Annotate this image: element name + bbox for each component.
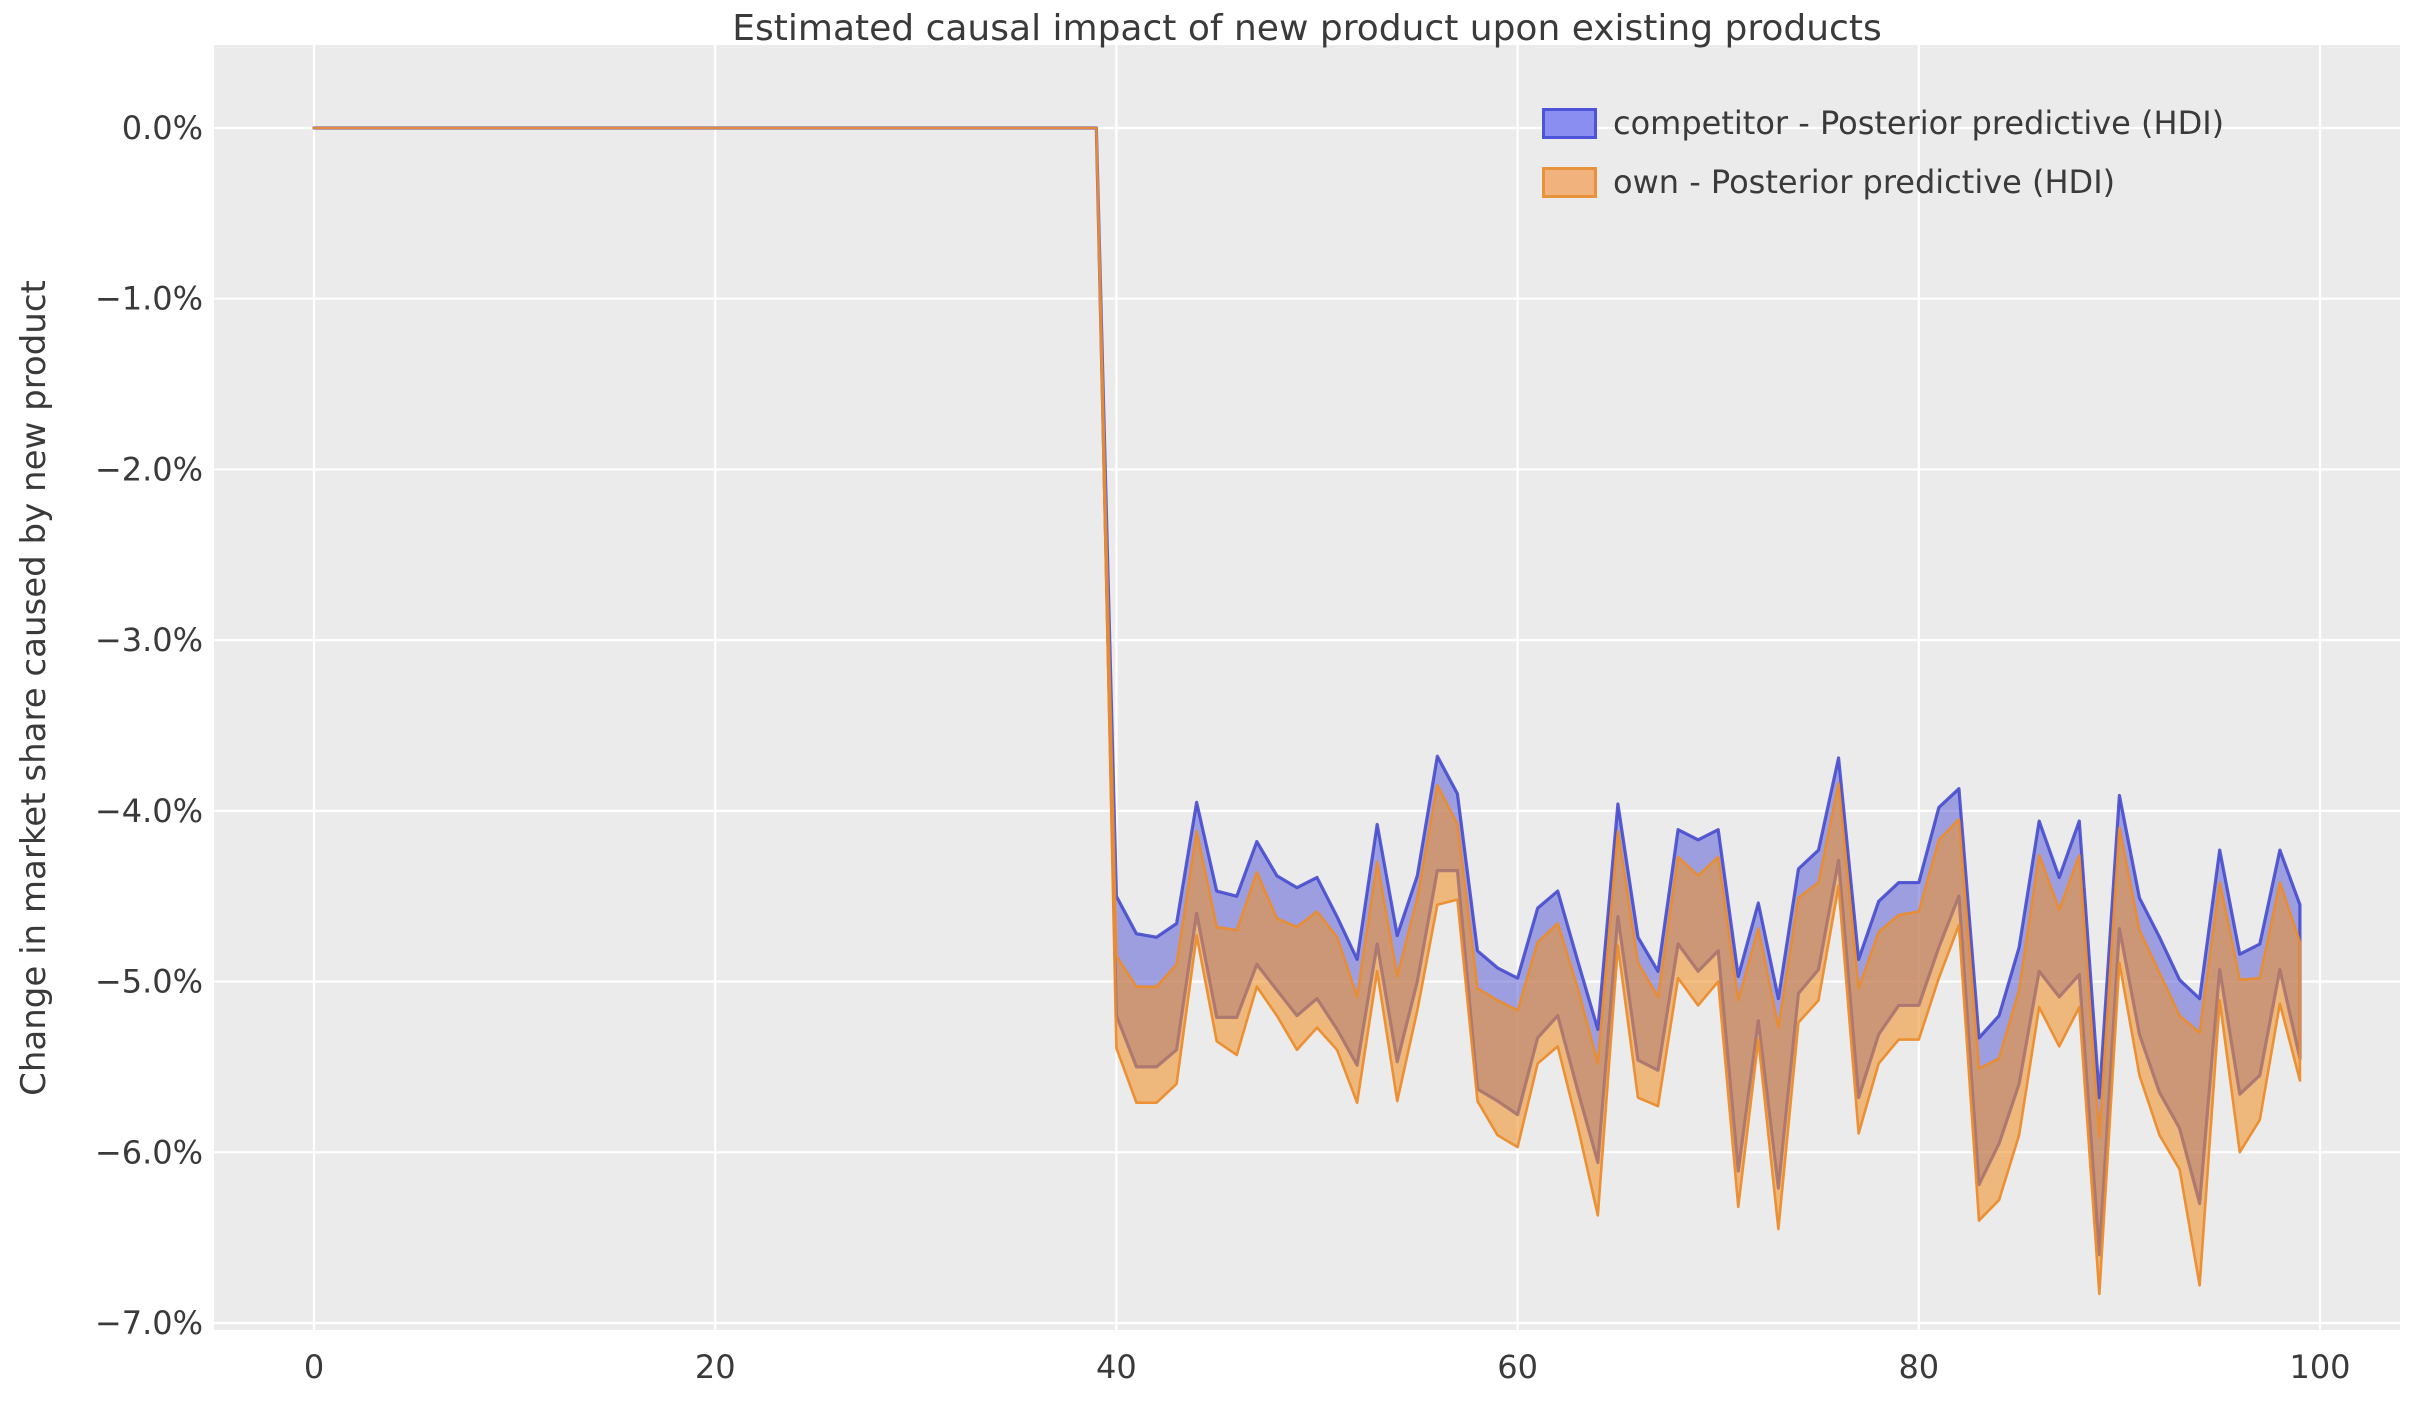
- competitor-swatch-icon: [1542, 107, 1597, 139]
- y-tick-label: −1.0%: [95, 280, 203, 318]
- y-tick-label: −3.0%: [95, 621, 203, 659]
- y-tick-label: −7.0%: [95, 1304, 203, 1342]
- y-tick-label: −4.0%: [95, 792, 203, 830]
- own-swatch-icon: [1542, 166, 1597, 198]
- y-axis-label: Change in market share caused by new pro…: [14, 280, 54, 1096]
- x-tick-label: 0: [304, 1348, 324, 1386]
- legend: competitor - Posterior predictive (HDI) o…: [1542, 104, 2224, 222]
- x-tick-label: 100: [2289, 1348, 2350, 1386]
- y-tick-label: −6.0%: [95, 1133, 203, 1171]
- y-tick-label: −2.0%: [95, 450, 203, 488]
- own-hdi-band: [312, 126, 2302, 1296]
- plot-area: [214, 45, 2400, 1330]
- x-tick-label: 60: [1497, 1348, 1538, 1386]
- x-tick-label: 20: [695, 1348, 736, 1386]
- legend-row-competitor: competitor - Posterior predictive (HDI): [1542, 104, 2224, 142]
- legend-row-own: own - Posterior predictive (HDI): [1542, 163, 2224, 201]
- x-tick-label: 40: [1096, 1348, 1137, 1386]
- x-tick-label: 80: [1898, 1348, 1939, 1386]
- y-tick-label: 0.0%: [122, 109, 203, 147]
- chart-title: Estimated causal impact of new product u…: [732, 8, 1882, 49]
- legend-label-competitor: competitor - Posterior predictive (HDI): [1613, 104, 2225, 142]
- legend-label-own: own - Posterior predictive (HDI): [1613, 163, 2116, 201]
- y-tick-label: −5.0%: [95, 963, 203, 1001]
